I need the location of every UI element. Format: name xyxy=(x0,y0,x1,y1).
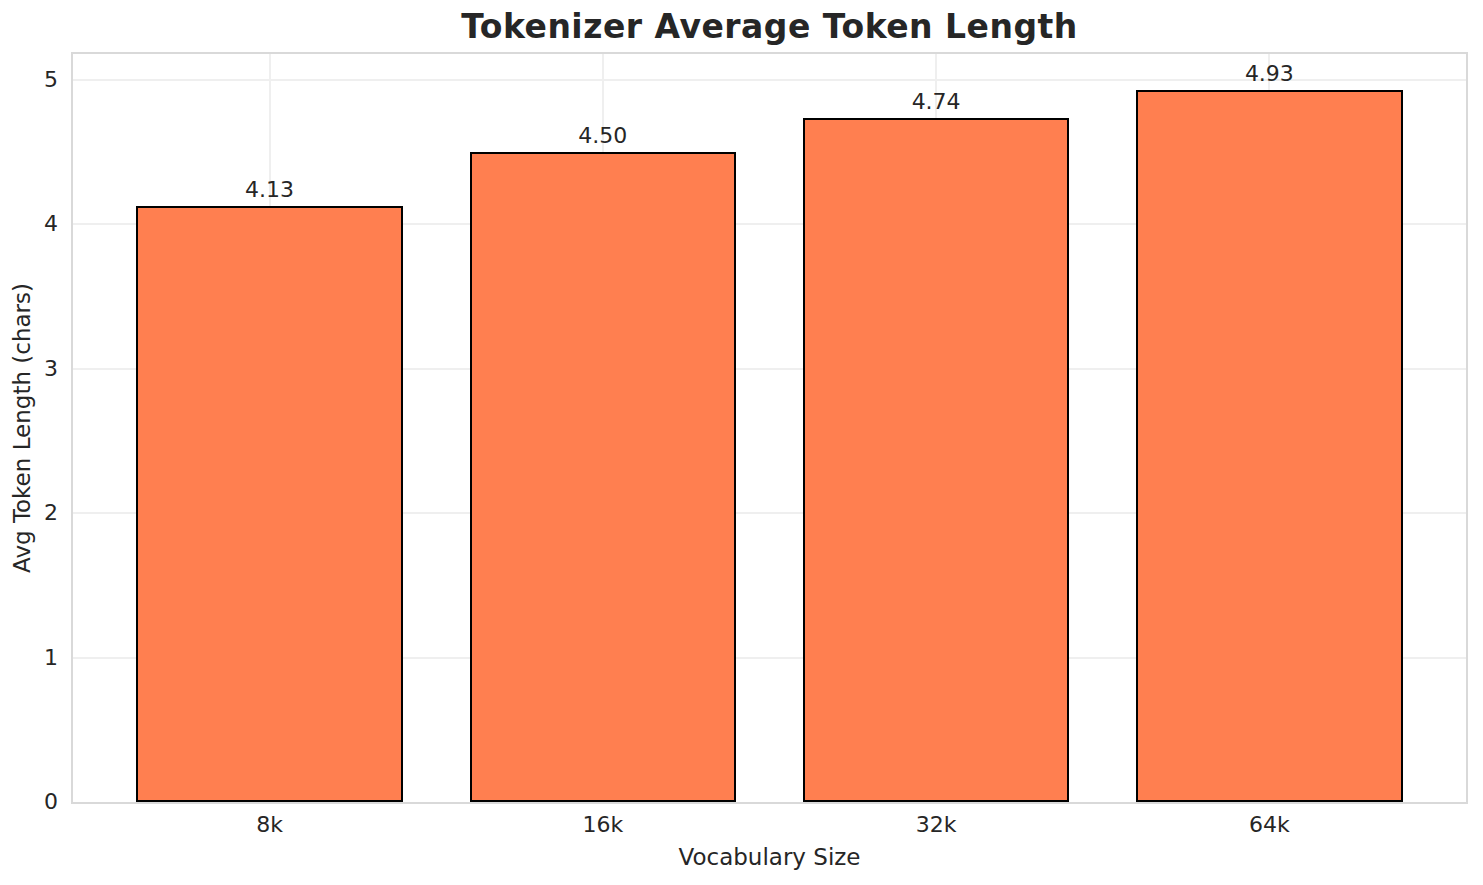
x-axis-label: Vocabulary Size xyxy=(71,844,1468,870)
y-tick-label: 3 xyxy=(0,356,58,382)
x-tick-label-16k: 16k xyxy=(523,812,683,838)
bar-value-label: 4.74 xyxy=(866,91,1006,113)
chart-title: Tokenizer Average Token Length xyxy=(71,7,1468,46)
y-tick-label: 4 xyxy=(0,211,58,237)
plot-area: 4.13 4.50 4.74 4.93 xyxy=(71,52,1468,804)
y-axis-label: Avg Token Length (chars) xyxy=(9,283,35,573)
y-tick-label: 1 xyxy=(0,645,58,671)
x-tick-label-8k: 8k xyxy=(190,812,350,838)
bar-value-label: 4.50 xyxy=(533,125,673,147)
bar-chart-figure: Tokenizer Average Token Length Avg Token… xyxy=(0,0,1483,885)
bar-32k xyxy=(803,118,1070,802)
x-tick-label-64k: 64k xyxy=(1189,812,1349,838)
bar-64k xyxy=(1136,90,1403,802)
y-tick-label: 5 xyxy=(0,67,58,93)
y-tick-label: 0 xyxy=(0,789,58,815)
bar-16k xyxy=(470,152,737,802)
x-tick-label-32k: 32k xyxy=(856,812,1016,838)
bar-value-label: 4.13 xyxy=(200,179,340,201)
y-tick-label: 2 xyxy=(0,500,58,526)
bar-8k xyxy=(136,206,403,802)
bar-value-label: 4.93 xyxy=(1199,63,1339,85)
